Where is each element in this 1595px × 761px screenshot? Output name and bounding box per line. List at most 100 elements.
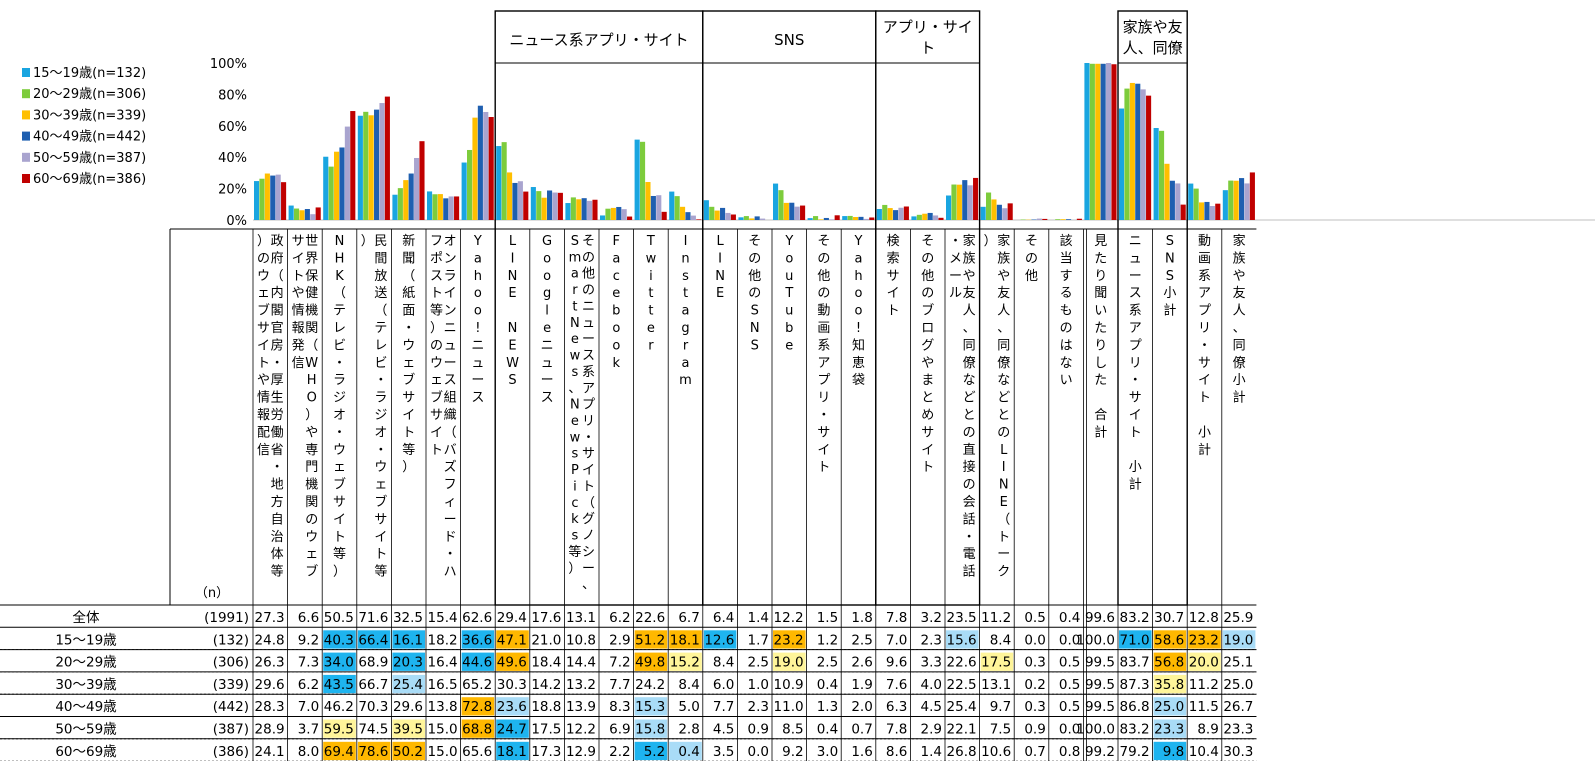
n-header: （n） bbox=[195, 586, 229, 601]
bar-19-3 bbox=[927, 212, 933, 220]
category-header-char: 計 bbox=[1163, 303, 1176, 319]
category-header-char: w bbox=[570, 349, 581, 364]
category-header-char: n bbox=[681, 251, 689, 266]
table-cell: 18.1 bbox=[497, 744, 527, 760]
bar-24-0 bbox=[1084, 63, 1090, 220]
bar-12-4 bbox=[690, 215, 696, 220]
bar-6-0 bbox=[461, 162, 467, 220]
bar-2-5 bbox=[350, 111, 356, 220]
category-header-char: 発 bbox=[292, 338, 305, 353]
category-header-char: サ bbox=[582, 447, 595, 462]
category-header-char: 同 bbox=[963, 338, 976, 353]
cell-highlight bbox=[323, 630, 356, 649]
category-header-char: ア bbox=[1129, 321, 1142, 336]
category-header-char: 、 bbox=[963, 321, 976, 336]
bar-0-4 bbox=[275, 174, 281, 220]
category-header-char: 族 bbox=[997, 250, 1010, 266]
table-cell: 71.0 bbox=[1120, 632, 1150, 648]
bar-25-5 bbox=[1146, 95, 1152, 220]
bar-15-1 bbox=[778, 190, 784, 220]
table-cell: 15.8 bbox=[635, 722, 665, 738]
table-cell: 7.8 bbox=[886, 722, 907, 738]
table-cell: 66.7 bbox=[358, 677, 388, 693]
bar-5-2 bbox=[437, 194, 443, 220]
table-cell: 1.3 bbox=[817, 699, 838, 715]
bar-10-4 bbox=[621, 209, 627, 220]
table-cell: 23.3 bbox=[1223, 722, 1253, 738]
table-cell: 0.0 bbox=[1024, 632, 1045, 648]
category-header-char: ト bbox=[402, 425, 415, 440]
category-header-char: の bbox=[1060, 321, 1073, 336]
table-cell: 29.6 bbox=[393, 699, 423, 715]
category-header-char: 画 bbox=[817, 321, 830, 336]
bar-24-5 bbox=[1111, 64, 1117, 220]
category-header-char: そ bbox=[748, 234, 761, 249]
category-header-char: 政 bbox=[271, 234, 284, 249]
bar-10-0 bbox=[600, 215, 606, 220]
category-header-0: ） のウェブサイトや情報配信 bbox=[257, 234, 270, 458]
category-header-char: 厚 bbox=[271, 373, 284, 388]
category-header-char: ト bbox=[333, 530, 346, 545]
table-cell: 0.5 bbox=[1059, 677, 1080, 693]
category-header-char: ウ bbox=[257, 269, 270, 284]
table-cell: 10.8 bbox=[566, 632, 596, 648]
cell-highlight bbox=[634, 741, 668, 761]
cell-highlight bbox=[392, 630, 425, 649]
category-header-char: と bbox=[997, 408, 1010, 423]
bar-19-5 bbox=[938, 217, 944, 220]
category-header-char: 友 bbox=[997, 285, 1010, 301]
y-tick-label: 80% bbox=[218, 88, 247, 103]
bar-3-4 bbox=[379, 103, 385, 220]
bar-17-4 bbox=[863, 218, 869, 220]
legend-swatch-0 bbox=[22, 68, 30, 77]
category-header-char: E bbox=[508, 286, 516, 301]
cell-highlight bbox=[496, 630, 529, 649]
category-header-char: 友 bbox=[963, 285, 976, 301]
category-header-char: a bbox=[682, 356, 690, 371]
bar-5-0 bbox=[427, 191, 433, 220]
category-header-char: m bbox=[679, 373, 692, 388]
category-header-char: h bbox=[854, 269, 862, 284]
category-header-char: 系 bbox=[1198, 269, 1211, 284]
table-cell: 34.0 bbox=[324, 655, 354, 671]
table-cell: 10.4 bbox=[1189, 744, 1219, 760]
cell-highlight bbox=[392, 674, 425, 694]
category-header-char: し bbox=[1094, 356, 1107, 371]
category-header-char: E bbox=[716, 286, 724, 301]
bar-13-5 bbox=[730, 214, 736, 220]
table-cell: 0.9 bbox=[1024, 722, 1045, 738]
bar-4-2 bbox=[403, 180, 409, 220]
table-cell: 21.0 bbox=[531, 632, 561, 648]
category-header-char: シ bbox=[582, 545, 595, 560]
category-header-char: 専 bbox=[305, 443, 318, 458]
category-header-char: 報 bbox=[292, 321, 305, 336]
bar-12-5 bbox=[696, 219, 702, 220]
category-header-char: ー bbox=[444, 512, 457, 527]
bar-22-4 bbox=[1036, 218, 1042, 220]
table-cell: 0.5 bbox=[1059, 699, 1080, 715]
table-cell: 39.5 bbox=[393, 722, 423, 738]
category-header-char: 僚 bbox=[963, 356, 976, 371]
category-header-char: ） bbox=[984, 234, 997, 249]
table-cell: 16.4 bbox=[428, 655, 458, 671]
bar-19-1 bbox=[916, 214, 922, 220]
bar-26-4 bbox=[1175, 183, 1181, 220]
bar-13-0 bbox=[703, 200, 709, 220]
bar-8-0 bbox=[530, 187, 536, 220]
cell-highlight bbox=[773, 652, 806, 671]
table-cell: 13.1 bbox=[981, 677, 1011, 693]
category-header-22: その他 bbox=[1025, 234, 1038, 284]
category-header-char: 織 bbox=[444, 408, 457, 423]
category-header-char: 同 bbox=[1233, 338, 1246, 353]
cell-highlight bbox=[461, 630, 495, 649]
category-header-char: サ bbox=[257, 321, 270, 336]
category-header-char: 間 bbox=[374, 251, 387, 266]
table-cell: 14.4 bbox=[566, 655, 596, 671]
category-header-char: ュ bbox=[444, 338, 457, 353]
category-header-char: リ bbox=[1198, 321, 1211, 336]
category-header-char: サ bbox=[333, 495, 346, 510]
bar-14-4 bbox=[760, 218, 766, 220]
